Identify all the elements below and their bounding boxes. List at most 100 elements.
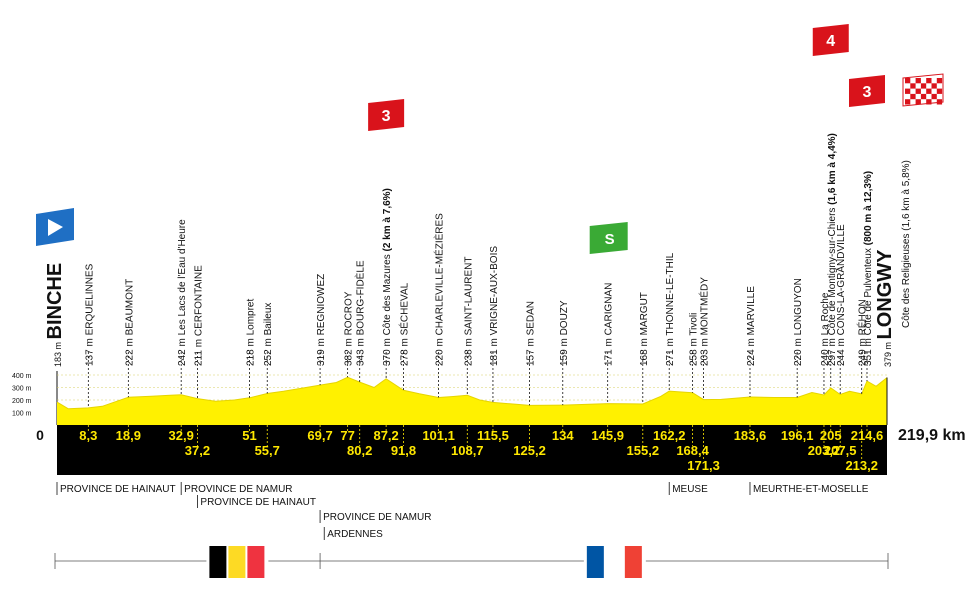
altitude-tick-label: 300 m <box>12 386 32 393</box>
waypoint-altitude: 168 m <box>639 338 650 366</box>
profile-area <box>57 377 887 425</box>
waypoint-altitude: 382 m <box>344 338 355 366</box>
waypoint-name: Les Lacs de l'Eau d'Heure <box>177 219 188 336</box>
waypoint-label: 171 m CARIGNAN <box>604 283 615 366</box>
flag-stripe <box>209 546 227 578</box>
km-label: 37,2 <box>185 443 210 458</box>
km-label: 80,2 <box>347 443 372 458</box>
waypoint-name: REGNIOWEZ <box>316 274 327 336</box>
waypoint-label: 271 m THONNE-LE-THIL <box>665 252 676 366</box>
waypoint-name: BOURG-FIDÈLE <box>354 260 367 335</box>
km-label: 51 <box>242 428 256 443</box>
waypoint-altitude: 224 m <box>746 338 757 366</box>
waypoint-name: THONNE-LE-THIL <box>665 252 676 335</box>
flag-stripe <box>624 546 642 578</box>
checker-square <box>931 93 937 100</box>
distance-band-rect <box>57 425 887 475</box>
waypoint-name: CONS-LA-GRANDVILLE <box>836 224 847 335</box>
waypoint-altitude: 157 m <box>526 338 537 366</box>
checker-square <box>926 88 932 94</box>
sprint-letter: S <box>605 231 615 248</box>
region-labels: PROVINCE DE HAINAUT PROVINCE DE NAMUR PROV… <box>56 482 869 540</box>
waypoint-altitude: 242 m <box>177 338 188 366</box>
waypoint-ticks <box>87 352 868 461</box>
km-label: 108,7 <box>451 443 484 458</box>
waypoint-name: BINCHE <box>44 263 66 340</box>
flag-stripe <box>228 546 246 578</box>
start-km-label: 0 <box>36 427 44 443</box>
waypoint-label: 278 m SÉCHEVAL <box>398 282 411 366</box>
km-label: 55,7 <box>255 443 280 458</box>
kom-badge: 3 <box>368 99 405 131</box>
waypoint-name: CERFONTAINE <box>193 265 204 336</box>
waypoint-altitude: 171 m <box>604 338 615 366</box>
waypoint-altitude: 218 m <box>246 338 257 366</box>
distance-band <box>57 425 887 475</box>
waypoint-label: 319 m REGNIOWEZ <box>316 274 327 366</box>
checker-square <box>905 88 911 94</box>
finish-badge <box>902 73 944 107</box>
waypoint-name: ROCROY <box>344 291 355 335</box>
waypoint-label: 242 m Les Lacs de l'Eau d'Heure <box>177 219 188 366</box>
climb-detail: (800 m à 12,3%) <box>863 171 874 246</box>
kom-category: 3 <box>863 84 872 101</box>
km-label: 125,2 <box>513 443 546 458</box>
total-distance-label: 219,9 km <box>898 427 966 444</box>
waypoint-name: Lompret <box>246 299 257 336</box>
region-label: PROVINCE DE HAINAUT <box>200 497 316 508</box>
waypoint-name: Baileux <box>263 303 274 336</box>
waypoint-name: Côte de Montigny-sur-Chiers <box>827 208 838 336</box>
waypoint-label: 244 m CONS-LA-GRANDVILLE <box>836 224 847 366</box>
waypoint-altitude: 343 m <box>356 338 367 366</box>
flag-stripe <box>247 546 265 578</box>
waypoint-altitude: 222 m <box>124 338 135 366</box>
km-label: 77 <box>340 428 354 443</box>
waypoint-altitude: 249 m <box>858 338 869 366</box>
waypoint-label: 220 m LONGUYON <box>793 278 804 366</box>
climb-detail: (1,6 km à 4,4%) <box>827 133 838 205</box>
waypoint-altitude: 370 m <box>382 338 393 366</box>
waypoint-name: SÉCHEVAL <box>398 282 411 335</box>
waypoint-label: 222 m BEAUMONT <box>124 279 135 366</box>
finish-climb-label: Côte des Religieuses (1,6 km à 5,8%) <box>901 160 912 328</box>
country-bar <box>54 544 889 578</box>
waypoint-label: 238 m SAINT-LAURENT <box>463 257 474 366</box>
kom-badge: 4 <box>812 24 849 56</box>
country-flag-france <box>583 544 646 578</box>
waypoint-name: SAINT-LAURENT <box>463 257 474 336</box>
waypoint-altitude: 278 m <box>400 338 411 366</box>
km-label: 69,7 <box>307 428 332 443</box>
waypoint-altitude: 297 m <box>827 338 838 366</box>
km-label: 101,1 <box>422 428 455 443</box>
flag-stripe <box>605 546 623 578</box>
km-label: 8,3 <box>79 428 97 443</box>
altitude-tick-label: 400 m <box>12 373 32 380</box>
waypoint-name: BEAUMONT <box>124 279 135 336</box>
waypoint-label: 382 m ROCROY <box>344 291 355 366</box>
waypoint-altitude: 159 m <box>559 338 570 366</box>
waypoint-label: 240 m La Roche <box>820 292 831 366</box>
waypoint-altitude: 379 m <box>883 342 893 367</box>
waypoint-altitude: 220 m <box>435 338 446 366</box>
region-label: PROVINCE DE HAINAUT <box>60 484 176 495</box>
waypoint-altitude: 137 m <box>84 338 95 366</box>
checker-square <box>926 78 932 84</box>
play-icon <box>48 219 63 236</box>
waypoint-label: 370 m Côte des Mazures (2 km à 7,6%) <box>382 188 393 366</box>
altitude-tick-label: 100 m <box>12 411 32 418</box>
waypoint-name: LONGWY <box>874 249 896 340</box>
kom-category: 4 <box>826 33 835 50</box>
climb-detail: (2 km à 7,6%) <box>382 188 393 251</box>
waypoint-name: Côte de Pulventeux <box>863 248 874 335</box>
waypoint-label: 168 m MARGUT <box>639 292 650 366</box>
km-label: 171,3 <box>687 458 720 473</box>
region-label: PROVINCE DE NAMUR <box>323 512 431 523</box>
checker-square <box>936 78 943 84</box>
kom-badge: 3 <box>848 75 885 107</box>
endpoint-label: 379 m LONGWY <box>874 249 896 367</box>
checker-square <box>936 99 943 105</box>
km-label: 207,5 <box>824 443 857 458</box>
waypoint-altitude: 271 m <box>665 338 676 366</box>
waypoint-label: 181 m VRIGNE-AUX-BOIS <box>489 246 500 366</box>
